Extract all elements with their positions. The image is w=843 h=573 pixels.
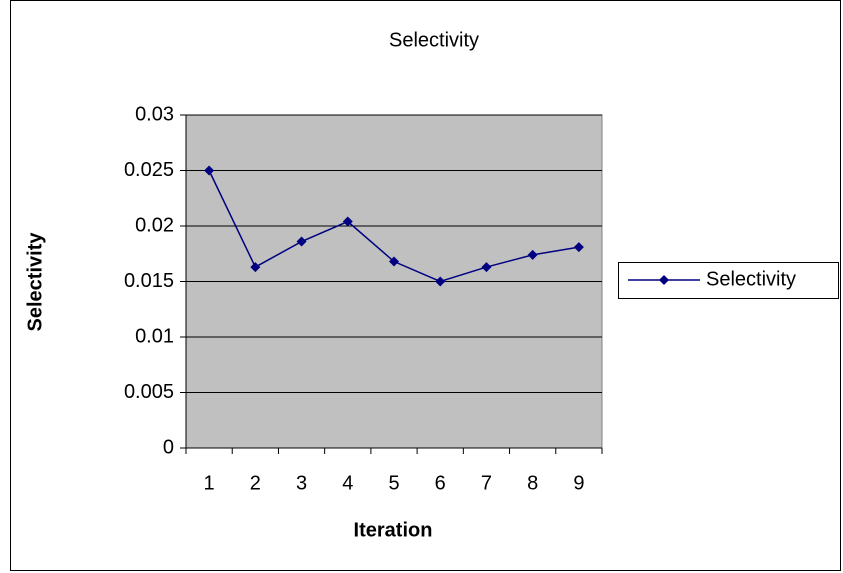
legend-marker — [659, 275, 669, 285]
marker — [250, 262, 261, 273]
marker — [527, 249, 538, 260]
x-tick-label: 7 — [481, 472, 492, 494]
chart-title: Selectivity — [389, 29, 479, 51]
y-tick-label: 0.025 — [124, 159, 174, 181]
x-tick-label: 4 — [342, 472, 353, 494]
x-tick-label: 8 — [527, 472, 538, 494]
y-tick-label: 0.01 — [135, 325, 174, 347]
y-tick-label: 0 — [163, 436, 174, 458]
y-tick-label: 0.005 — [124, 381, 174, 403]
marker — [481, 262, 492, 273]
marker — [435, 276, 446, 287]
x-tick-label: 3 — [296, 472, 307, 494]
marker — [389, 256, 399, 267]
x-tick-label: 6 — [435, 472, 446, 494]
y-axis-title: Selectivity — [24, 232, 46, 332]
legend-label: Selectivity — [706, 268, 796, 290]
marker — [296, 236, 307, 247]
marker — [573, 242, 584, 253]
x-axis-title: Iteration — [354, 519, 433, 541]
x-tick-label: 9 — [573, 472, 584, 494]
x-tick-label: 1 — [204, 472, 215, 494]
y-tick-label: 0.015 — [124, 270, 174, 292]
x-tick-label: 5 — [388, 472, 399, 494]
y-tick-label: 0.03 — [135, 103, 174, 125]
x-tick-label: 2 — [250, 472, 261, 494]
marker — [342, 216, 353, 227]
y-tick-label: 0.02 — [135, 214, 174, 236]
marker — [204, 165, 215, 176]
